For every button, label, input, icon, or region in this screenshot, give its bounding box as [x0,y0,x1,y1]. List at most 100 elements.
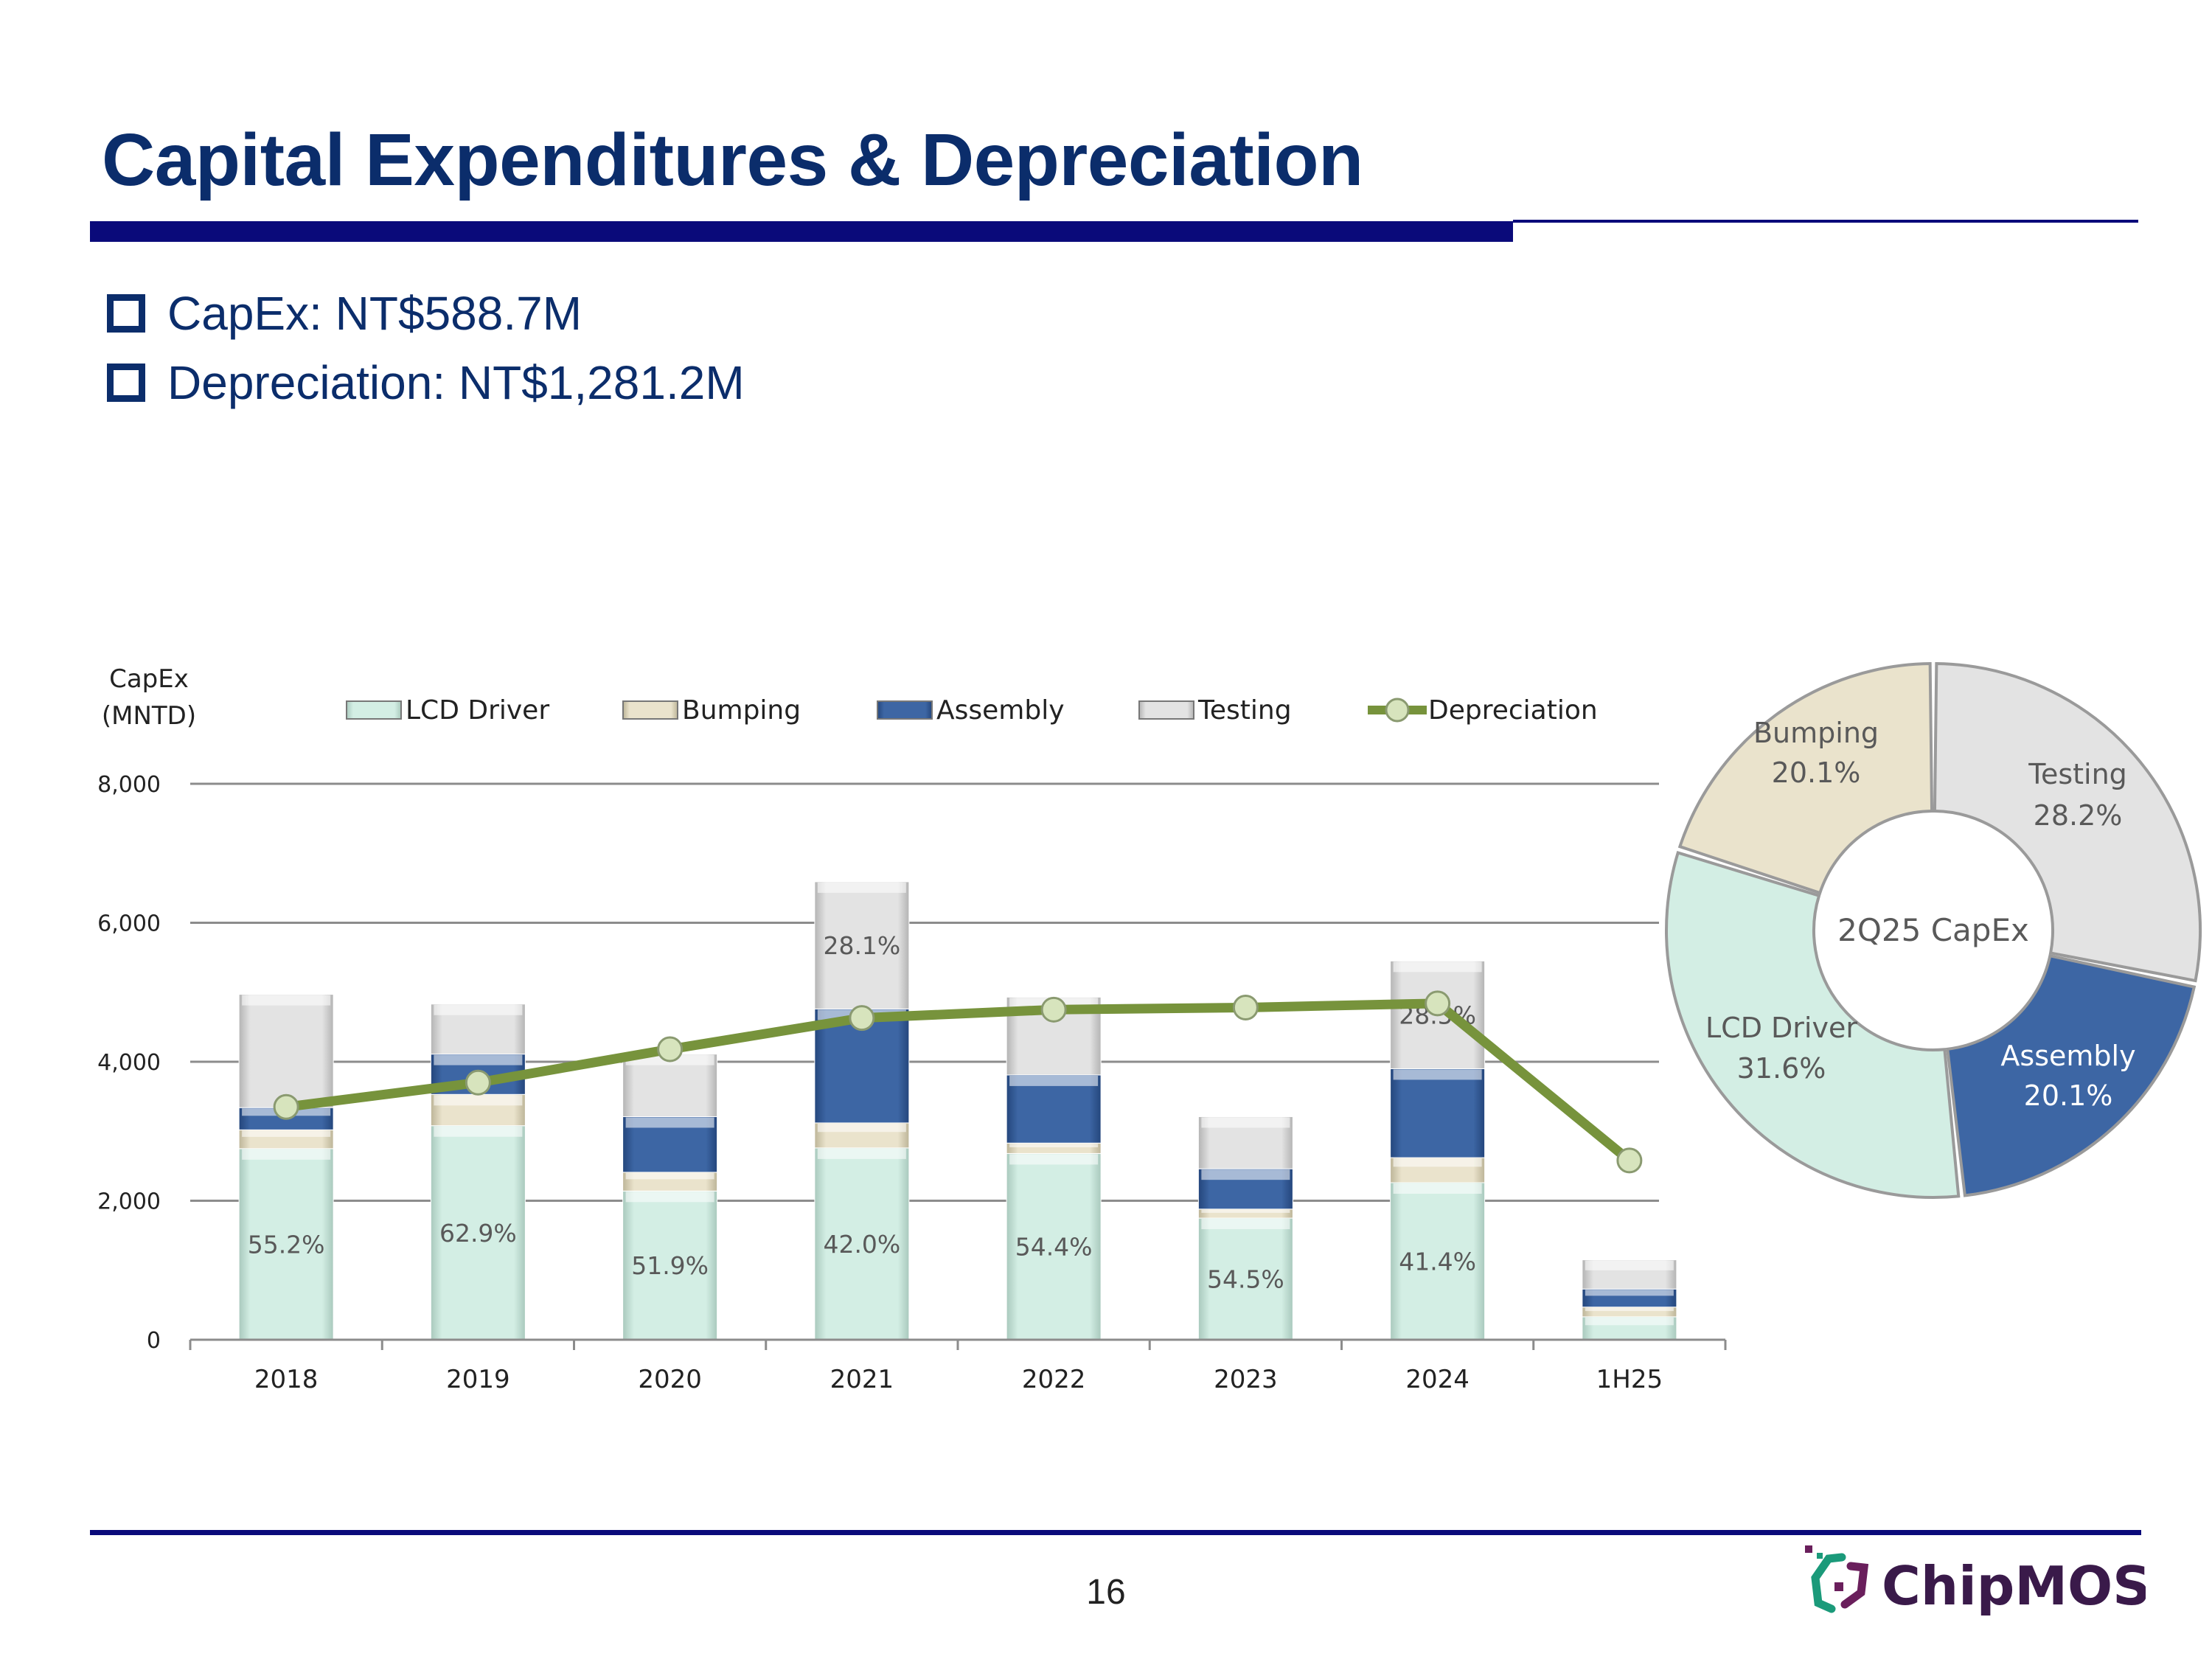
bar-bevel [1393,1183,1482,1194]
lcd-pct-label: 55.2% [248,1230,325,1259]
depreciation-point [273,1093,299,1120]
bar-lcd [1197,1217,1293,1340]
donut-slice-assembly [1945,953,2197,1197]
x-tick-label: 2019 [446,1365,510,1394]
donut-value-label: 20.1% [1772,757,1861,789]
depreciation-line [285,998,1632,1164]
footer-rule [90,1530,2141,1535]
y-tick-label: 0 [147,1328,161,1354]
depreciation-point [1040,996,1067,1023]
title-underline-thick [90,221,1513,242]
bar-bevel [434,1004,523,1015]
donut-slice-lcd [1665,850,1961,1199]
bar-bevel [1201,1169,1290,1180]
page-number: 16 [1086,1573,1126,1612]
depreciation-point [657,1036,684,1062]
bar-testing [238,994,334,1108]
legend-label: Assembly [936,695,1065,726]
y-tick-label: 8,000 [97,772,161,798]
bar-bevel [1201,1219,1290,1230]
donut-label: Testing [2028,758,2127,790]
bar-lcd [622,1190,718,1340]
bar-lcd [1390,1182,1486,1340]
title-underline-thin [1513,220,2138,223]
bar-bevel [1393,961,1482,973]
bar-bevel [1009,1144,1099,1147]
bar-bevel [817,1123,906,1133]
donut-label: LCD Driver [1705,1012,1857,1044]
x-tick-label: 2021 [830,1365,894,1394]
donut-value-label: 28.2% [2034,799,2123,832]
donut-slice-testing [1933,662,2202,983]
bar-bevel [817,1148,906,1159]
legend-marker-depreciation [1385,698,1410,723]
legend-swatch-assembly [877,700,933,720]
x-tick-label: 2023 [1214,1365,1278,1394]
bullet-depreciation: Depreciation: NT$1,281.2M [107,348,745,417]
depreciation-point [1616,1147,1643,1174]
bar-bevel [242,995,331,1006]
bar-bevel [625,1172,714,1180]
logo-wordmark: ChipMOS [1882,1555,2146,1617]
bar-bevel [434,1095,523,1106]
legend-swatch-testing [1138,700,1194,720]
y-axis-title-line2: (MNTD) [102,701,196,731]
bar-lcd [430,1125,526,1340]
y-tick-label: 4,000 [97,1050,161,1076]
depreciation-point [1425,990,1451,1017]
lcd-pct-label: 54.4% [1015,1233,1093,1262]
lcd-pct-label: 42.0% [823,1230,900,1259]
depreciation-point [849,1005,875,1032]
bar-bevel [434,1054,523,1065]
bar-bevel [817,882,906,893]
square-bullet-icon [107,294,145,333]
donut-center-label: 2Q25 CapEx [1837,912,2029,948]
bar-bevel [1585,1307,1674,1312]
bullet-capex: CapEx: NT$588.7M [107,279,745,348]
lcd-pct-label: 51.9% [631,1251,709,1280]
bar-bevel [1201,1117,1290,1128]
depreciation-point [465,1069,491,1096]
x-tick-label: 1H25 [1596,1365,1663,1394]
y-tick-label: 2,000 [97,1189,161,1215]
square-bullet-icon [107,364,145,402]
bar-bevel [242,1130,331,1137]
testing-pct-label: 28.1% [823,931,900,960]
bar-bevel [1393,1069,1482,1080]
bar-bevel [242,1149,331,1160]
donut-value-label: 31.6% [1737,1052,1826,1085]
legend-swatch-bumping [622,700,678,720]
bar-bevel [1585,1317,1674,1326]
bullet-list: CapEx: NT$588.7M Depreciation: NT$1,281.… [107,279,745,417]
bar-lcd [814,1147,910,1340]
chipmos-logo: ChipMOS [1805,1545,2146,1617]
bar-bevel [1393,1158,1482,1167]
x-tick-label: 2018 [254,1365,319,1394]
bar-assembly [1390,1068,1486,1158]
legend-label: Bumping [682,695,801,726]
bar-bevel [625,1192,714,1203]
legend-swatch-lcd [346,700,402,720]
chipmos-logo-mark [1805,1545,1869,1613]
x-tick-label: 2024 [1405,1365,1470,1394]
bar-bevel [1585,1290,1674,1296]
legend-label: LCD Driver [406,695,549,726]
lcd-pct-label: 54.5% [1207,1265,1284,1294]
bar-bevel [1585,1260,1674,1270]
bar-lcd [1006,1152,1102,1340]
donut-value-label: 20.1% [2024,1079,2113,1112]
legend-label: Testing [1197,695,1292,726]
y-tick-label: 6,000 [97,911,161,937]
bar-bevel [434,1126,523,1137]
bar-bevel [1009,1154,1099,1165]
bullet-depreciation-text: Depreciation: NT$1,281.2M [167,356,745,409]
x-tick-label: 2022 [1022,1365,1086,1394]
slide-title: Capital Expenditures & Depreciation [102,119,1363,201]
depreciation-point [1232,994,1259,1020]
bar-assembly [1006,1074,1102,1144]
legend-label: Depreciation [1428,695,1598,726]
lcd-pct-label: 62.9% [439,1219,517,1248]
donut-label: Assembly [2000,1040,2135,1072]
donut-slice-bumping [1677,662,1934,895]
